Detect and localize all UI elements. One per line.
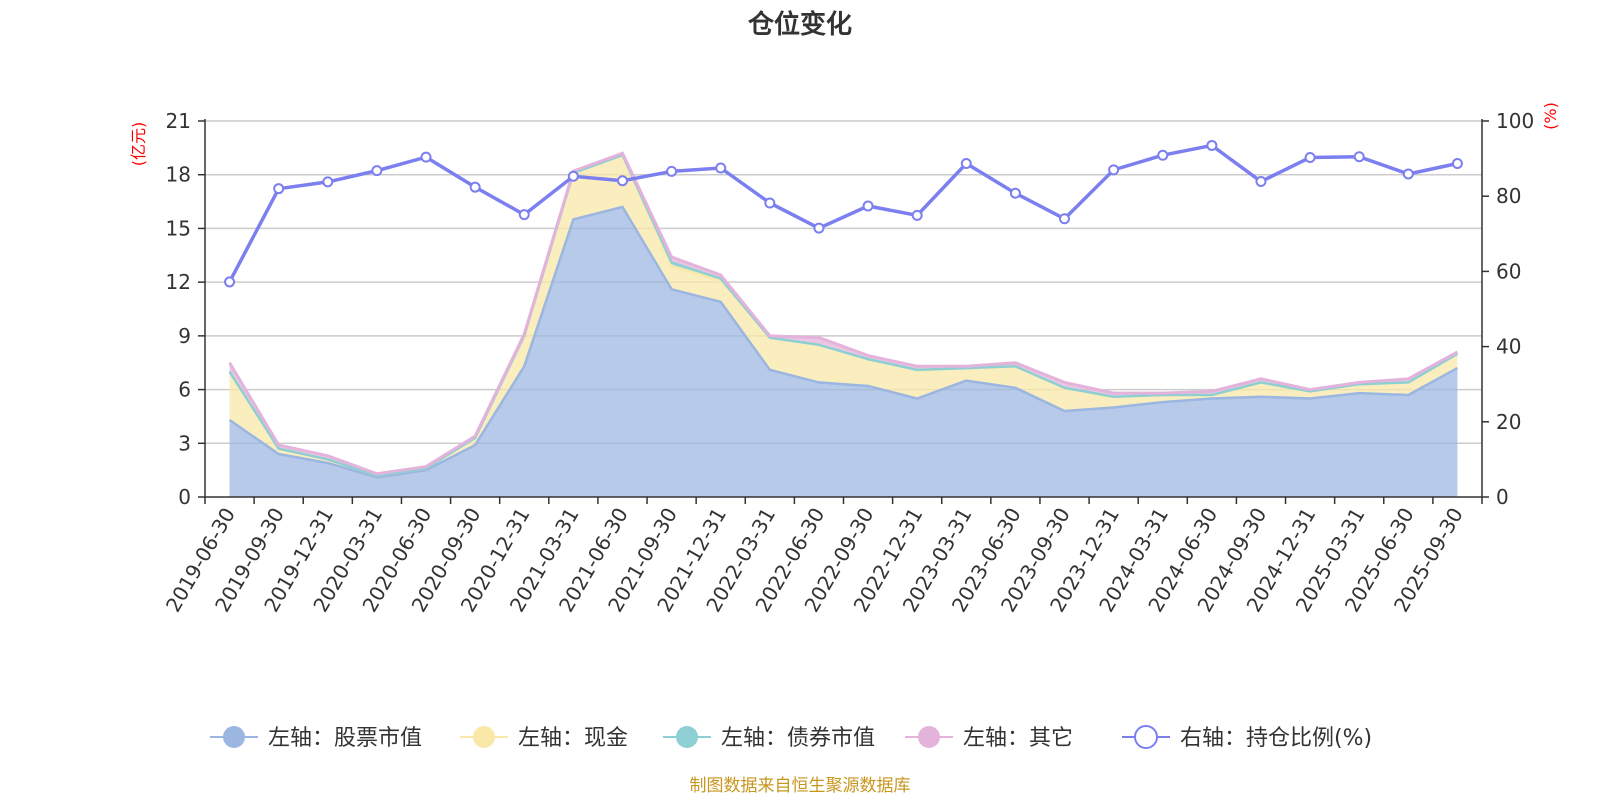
ratio-point — [322, 176, 334, 188]
ratio-point — [764, 197, 776, 209]
left-tick-label: 15 — [166, 216, 191, 240]
legend-label: 左轴：其它 — [963, 726, 1073, 751]
right-tick-label: 80 — [1496, 184, 1521, 208]
left-tick-label: 3 — [178, 431, 191, 455]
right-tick-label: 60 — [1496, 259, 1521, 283]
ratio-line — [228, 143, 1458, 283]
ratio-point — [1108, 164, 1120, 176]
left-tick-label: 21 — [166, 109, 191, 133]
legend: 左轴：股票市值 左轴：现金 左轴：债券市值 左轴：其它 右轴：持仓比例(%) — [210, 725, 1372, 751]
ratio-point — [1009, 187, 1021, 199]
ratio-point — [1353, 151, 1365, 163]
ratio-point — [273, 183, 285, 195]
ratio-point — [1402, 168, 1414, 180]
ratio-point — [1157, 149, 1169, 161]
legend-marker — [223, 726, 245, 748]
ratio-point — [616, 175, 628, 187]
right-tick-label: 20 — [1496, 410, 1521, 434]
ratio-point — [224, 276, 236, 288]
legend-label: 右轴：持仓比例(%) — [1180, 726, 1372, 751]
right-tick-label: 100 — [1496, 109, 1534, 133]
ratio-point — [1255, 176, 1267, 188]
left-axis-unit: (亿元) — [129, 122, 148, 167]
ratio-point — [862, 200, 874, 212]
right-axis-unit: (%) — [1541, 102, 1560, 130]
area-左轴：现金 — [229, 155, 1458, 478]
ratio-point — [666, 165, 678, 177]
chart-title: 仓位变化 — [747, 9, 852, 40]
ratio-point — [518, 209, 530, 221]
left-tick-label: 18 — [166, 163, 191, 187]
ratio-point — [911, 209, 923, 221]
legend-label: 左轴：现金 — [518, 726, 628, 751]
ratio-point — [1304, 151, 1316, 163]
legend-marker — [1134, 725, 1158, 749]
ratio-point — [371, 165, 383, 177]
area-edge-左轴：股票市值 — [228, 205, 1459, 479]
left-tick-label: 12 — [166, 270, 191, 294]
ratio-point — [567, 170, 579, 182]
ratio-point — [469, 181, 481, 193]
left-tick-label: 6 — [178, 378, 191, 402]
stacked-areas — [228, 151, 1459, 497]
source-note: 制图数据来自恒生聚源数据库 — [690, 776, 911, 796]
legend-marker — [676, 726, 698, 748]
area-左轴：股票市值 — [229, 206, 1458, 497]
ratio-point — [1451, 157, 1463, 169]
ratio-point — [813, 222, 825, 234]
right-tick-label: 40 — [1496, 335, 1521, 359]
area-edge-左轴：债券市值 — [228, 153, 1459, 477]
legend-label: 左轴：债券市值 — [721, 726, 875, 751]
left-tick-label: 9 — [178, 324, 191, 348]
ratio-point — [1059, 213, 1071, 225]
ratio-point — [1206, 139, 1218, 151]
legend-marker — [918, 726, 940, 748]
legend-label: 左轴：股票市值 — [268, 726, 422, 751]
right-tick-label: 0 — [1496, 485, 1509, 509]
area-edge-左轴：其它 — [228, 151, 1459, 476]
grid-lines — [205, 120, 1482, 445]
ratio-point — [420, 151, 432, 163]
position-ratio-series — [224, 139, 1463, 288]
ratio-point — [960, 157, 972, 169]
ratio-point — [715, 162, 727, 174]
left-tick-label: 0 — [178, 485, 191, 509]
legend-marker — [473, 726, 495, 748]
